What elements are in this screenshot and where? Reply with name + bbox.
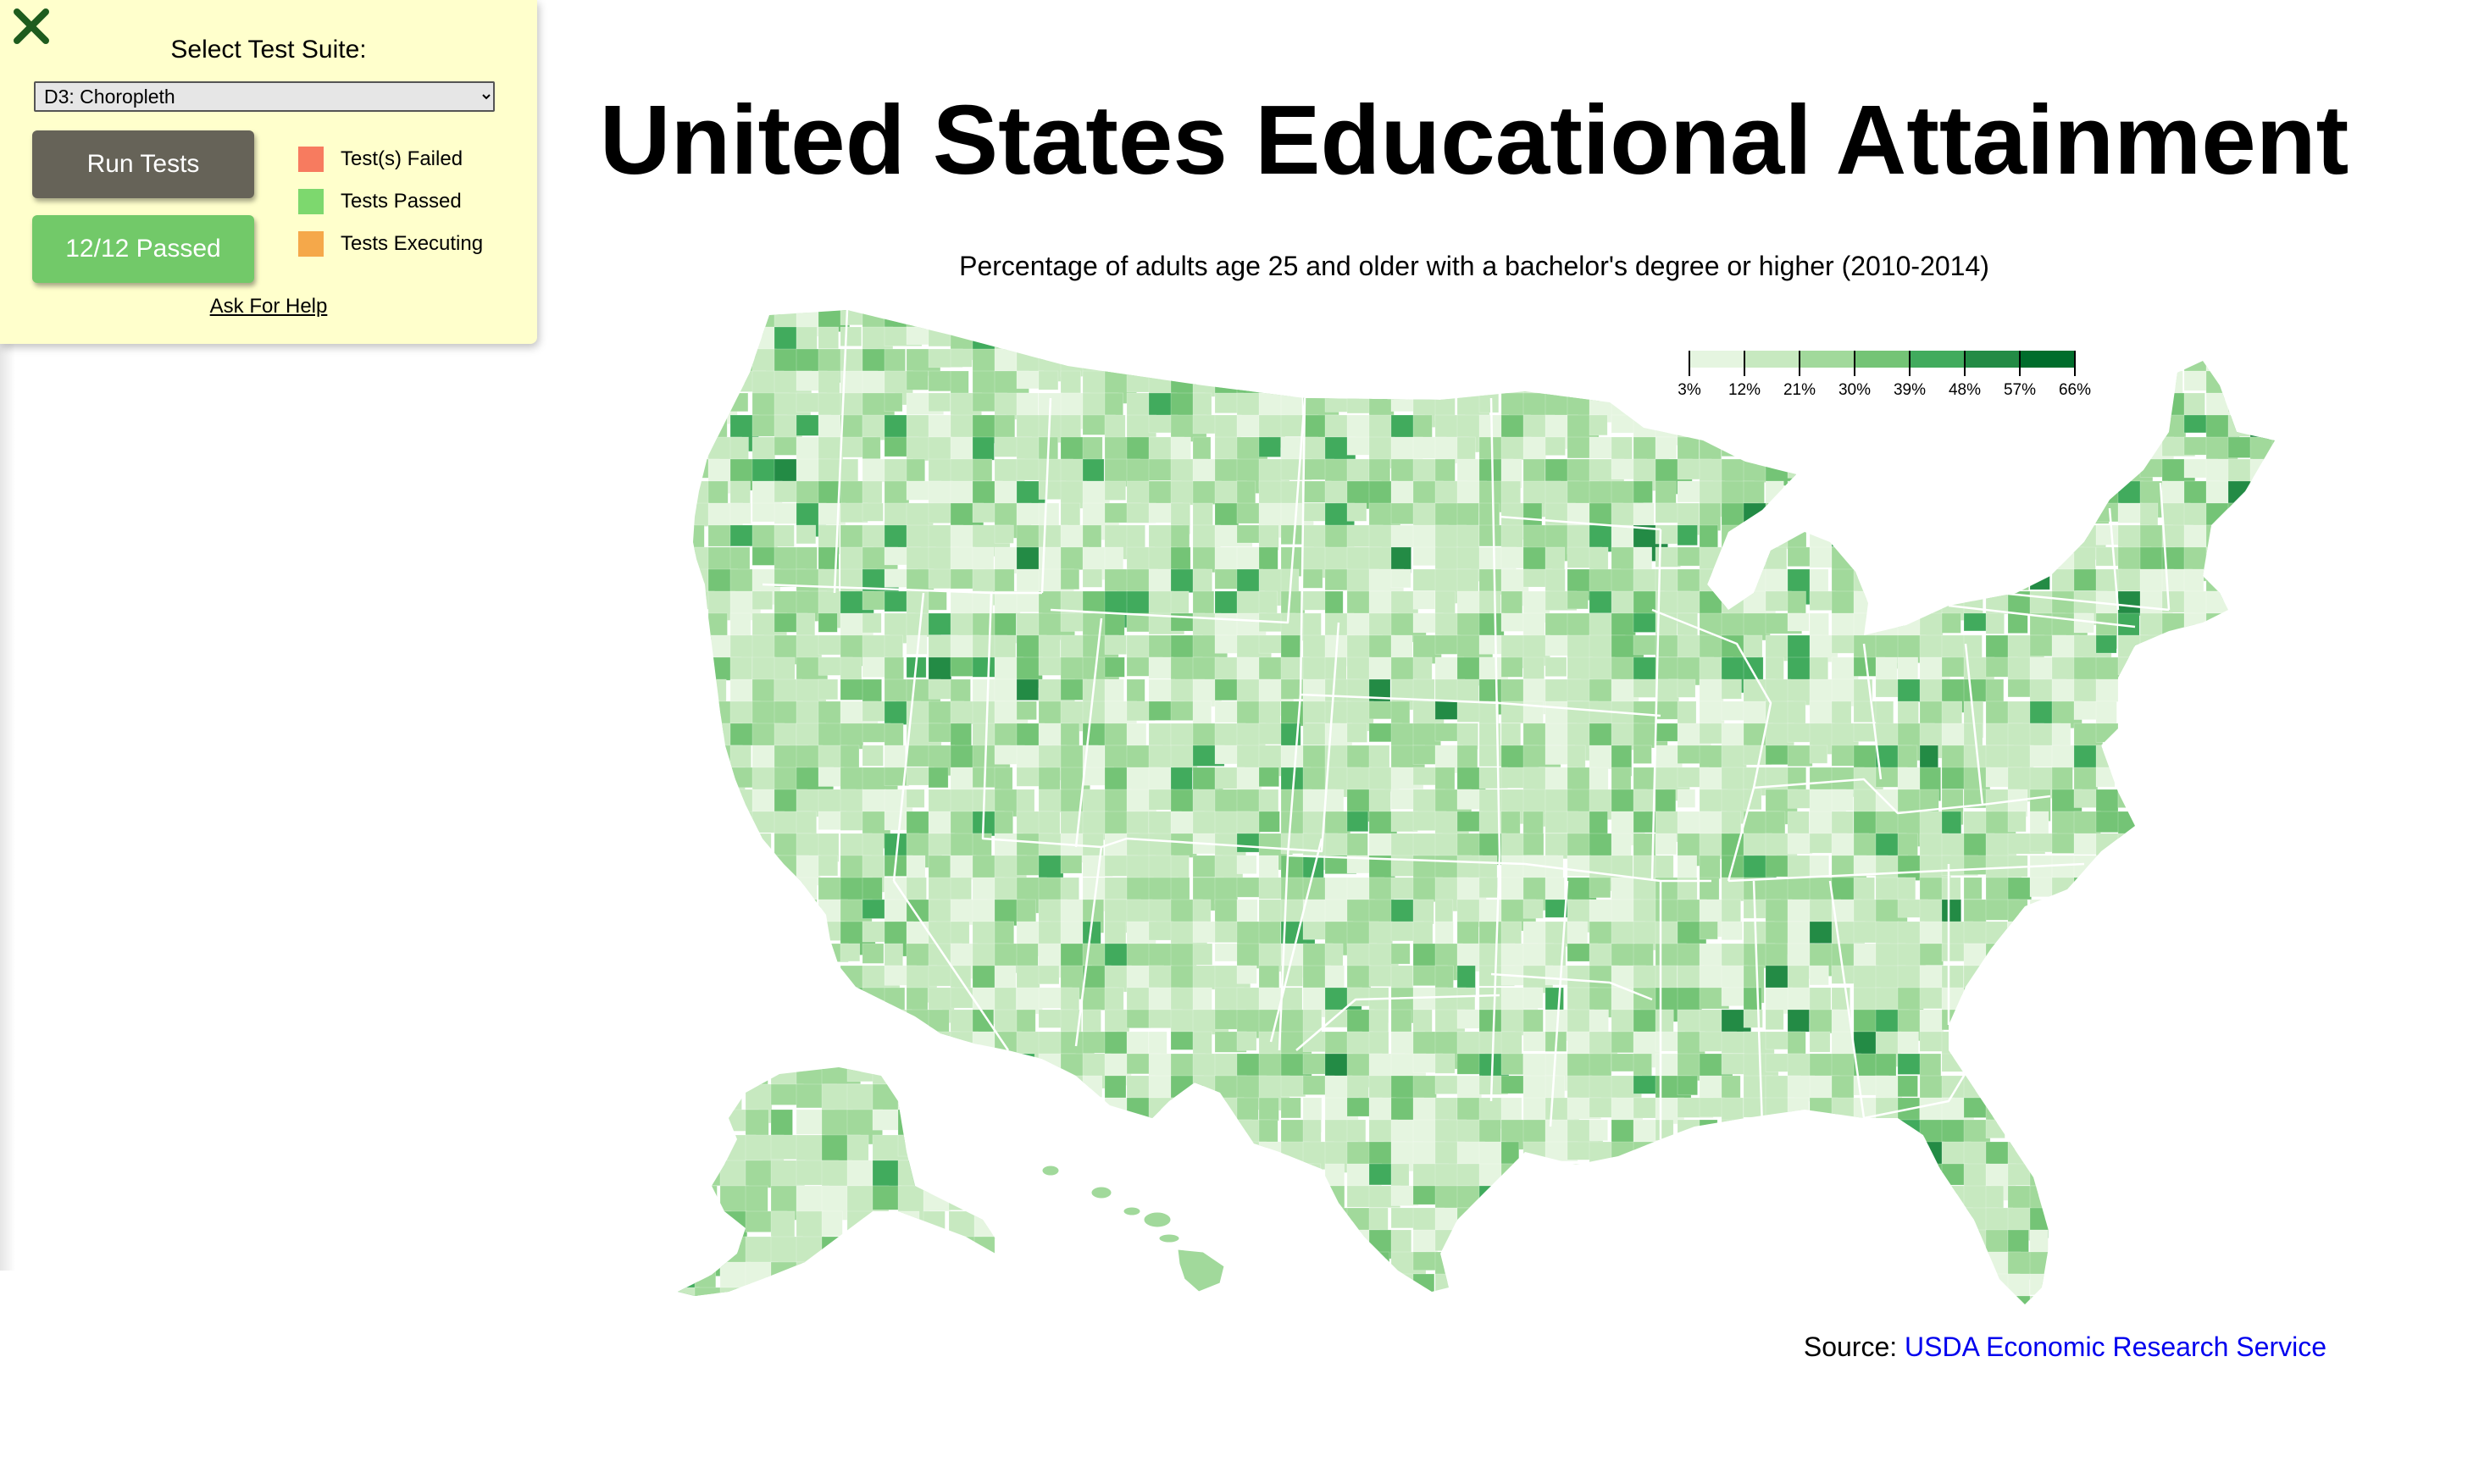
test-suite-select[interactable]: D3: Choropleth <box>34 81 495 112</box>
left-edge-shadow <box>0 339 15 1271</box>
close-x-icon[interactable] <box>12 7 51 46</box>
executing-swatch <box>298 231 324 257</box>
legend-passed-label: Tests Passed <box>341 190 462 213</box>
page-title: United States Educational Attainment <box>599 85 2349 195</box>
state-borders <box>762 309 2171 1139</box>
suite-label: Select Test Suite: <box>170 36 367 64</box>
hawaii-map <box>1041 1165 1225 1293</box>
legend-tick-label: 30% <box>1838 381 1871 399</box>
legend-swatch <box>1689 351 1744 368</box>
failed-swatch <box>298 147 324 172</box>
map-description: Percentage of adults age 25 and older wi… <box>959 251 1989 281</box>
legend-tick-label: 3% <box>1678 381 1701 399</box>
source-link[interactable]: USDA Economic Research Service <box>1905 1332 2326 1362</box>
legend-tick-label: 39% <box>1894 381 1926 399</box>
source-prefix: Source: <box>1803 1332 1898 1362</box>
legend-failed-label: Test(s) Failed <box>341 147 463 170</box>
legend-passed: Tests Passed <box>298 188 462 215</box>
legend-swatch <box>1744 351 1800 368</box>
color-legend: 3% 12% 21% 30% 39% 48% 57% 66% <box>1678 351 2091 399</box>
tests-status-button[interactable]: 12/12 Passed <box>32 215 254 283</box>
legend-executing-label: Tests Executing <box>341 232 484 255</box>
legend-tick-label: 12% <box>1728 381 1761 399</box>
ask-for-help-link[interactable]: Ask For Help <box>209 295 328 318</box>
passed-swatch <box>298 189 324 214</box>
test-panel: Select Test Suite: D3: Choropleth Run Te… <box>0 0 537 344</box>
legend-tick-label: 21% <box>1783 381 1816 399</box>
legend-failed: Test(s) Failed <box>298 146 463 173</box>
source-credit: Source: USDA Economic Research Service <box>1804 1332 2326 1363</box>
legend-swatch <box>1965 351 2020 368</box>
legend-executing: Tests Executing <box>298 230 483 257</box>
alaska-map <box>678 1067 1000 1296</box>
legend-swatch <box>1910 351 1965 368</box>
legend-swatch <box>1800 351 1855 368</box>
legend-tick-label: 57% <box>2004 381 2036 399</box>
legend-swatch <box>2020 351 2075 368</box>
legend-swatch <box>1855 351 1910 368</box>
legend-tick-label: 66% <box>2059 381 2091 399</box>
legend-tick-label: 48% <box>1949 381 1981 399</box>
run-tests-button[interactable]: Run Tests <box>32 130 254 198</box>
